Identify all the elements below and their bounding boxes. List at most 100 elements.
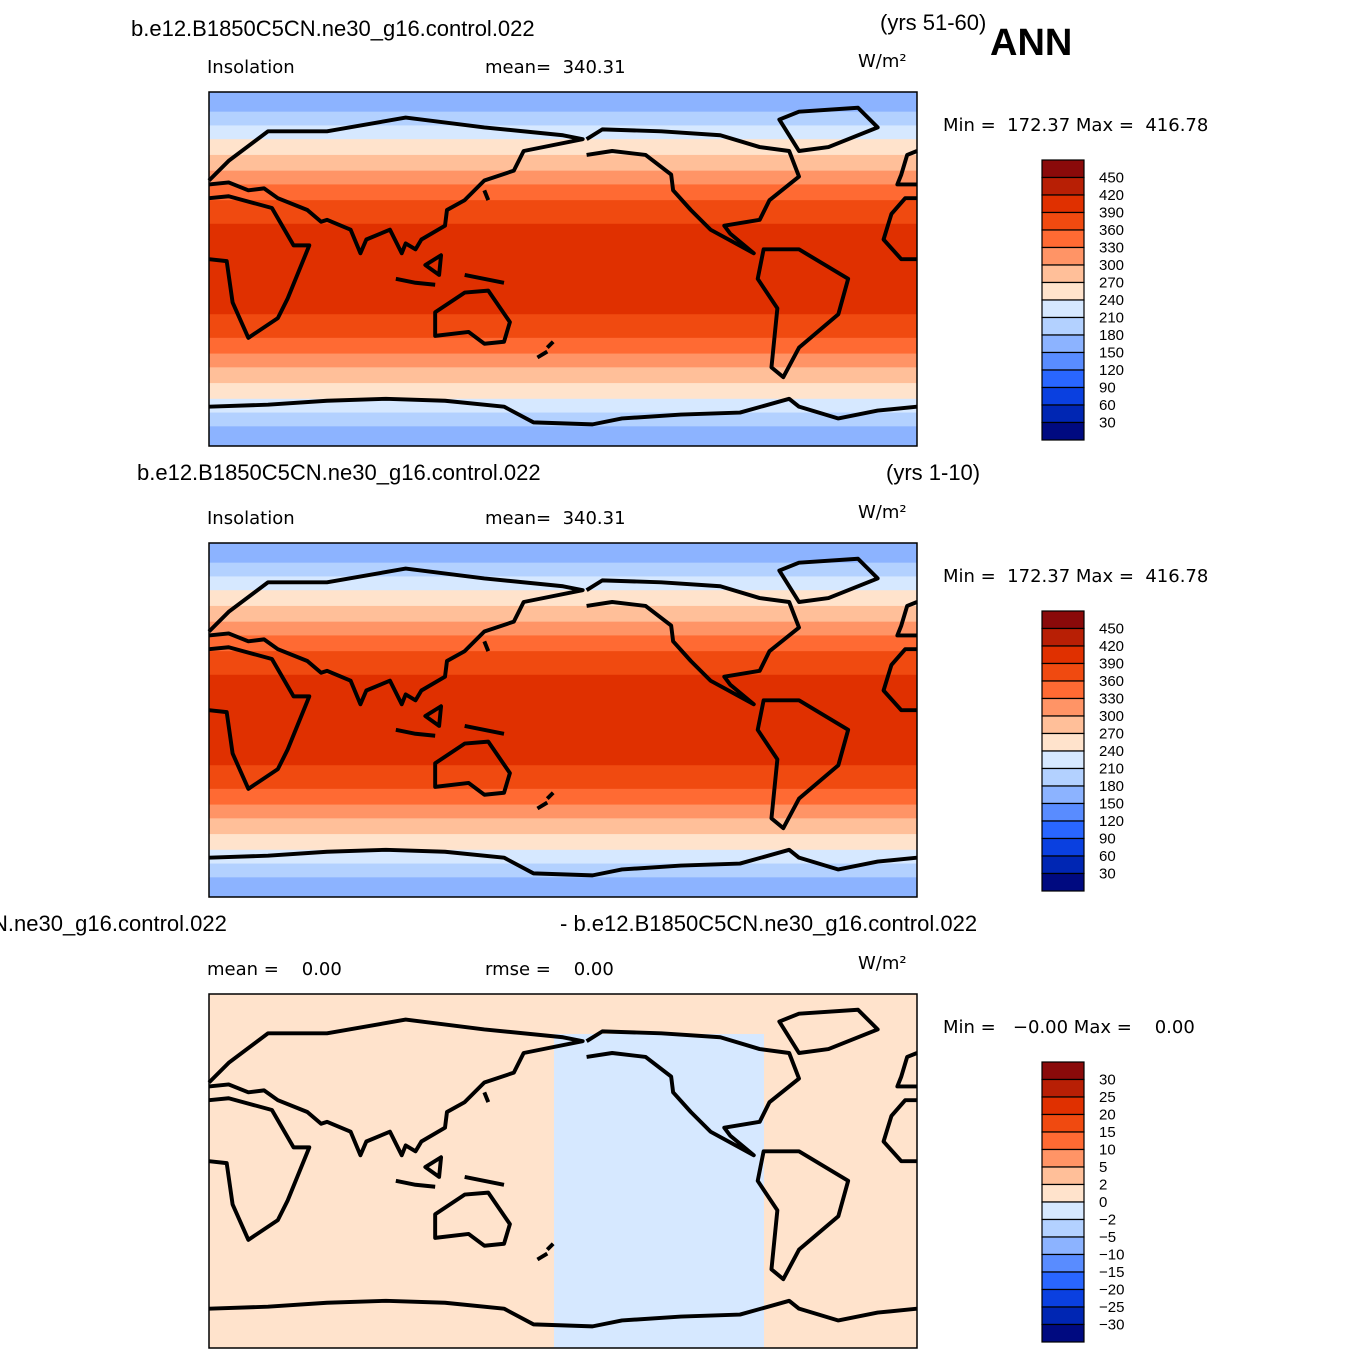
map-band bbox=[209, 125, 917, 140]
map-band bbox=[209, 139, 917, 156]
map-band bbox=[209, 184, 917, 201]
title-left: b.e12.B1850C5CN.ne30_g16.control.022 bbox=[131, 16, 535, 41]
colorbar-label: 60 bbox=[1099, 848, 1116, 865]
colorbar-label: 30 bbox=[1099, 414, 1116, 431]
colorbar-box bbox=[1041, 820, 1085, 840]
title-right: (yrs 51-60) bbox=[880, 10, 986, 35]
colorbar-label: 270 bbox=[1099, 274, 1124, 291]
colorbar-box bbox=[1041, 334, 1085, 354]
colorbar-label: 2 bbox=[1099, 1176, 1107, 1193]
colorbar-box bbox=[1041, 386, 1085, 406]
colorbar-label: 330 bbox=[1099, 239, 1124, 256]
colorbar-box bbox=[1041, 281, 1085, 301]
colorbar-box bbox=[1041, 1131, 1085, 1151]
units: W/m² bbox=[858, 953, 907, 974]
colorbar-label: 300 bbox=[1099, 257, 1124, 274]
colorbar-label: 240 bbox=[1099, 292, 1124, 309]
title-right: - b.e12.B1850C5CN.ne30_g16.control.022 bbox=[560, 911, 977, 936]
colorbar-box bbox=[1041, 802, 1085, 822]
map-region bbox=[554, 1034, 764, 1348]
colorbar-box bbox=[1041, 732, 1085, 752]
colorbar-label: −20 bbox=[1099, 1281, 1124, 1298]
colorbar-box bbox=[1041, 159, 1085, 179]
map-band bbox=[209, 383, 917, 400]
colorbar-box bbox=[1041, 680, 1085, 700]
colorbar-box bbox=[1041, 872, 1085, 892]
colorbar-box bbox=[1041, 1288, 1085, 1308]
colorbar-box bbox=[1041, 750, 1085, 770]
colorbar-label: 60 bbox=[1099, 397, 1116, 414]
colorbar-label: −15 bbox=[1099, 1264, 1124, 1281]
colorbar-label: −2 bbox=[1099, 1211, 1116, 1228]
map-band bbox=[209, 398, 917, 414]
title-right: (yrs 1-10) bbox=[886, 460, 980, 485]
label-left: Insolation bbox=[207, 57, 295, 78]
label-mid: mean= 340.31 bbox=[485, 57, 626, 78]
colorbar-label: 420 bbox=[1099, 638, 1124, 655]
label-mid: rmse = 0.00 bbox=[485, 959, 614, 980]
colorbar-label: 360 bbox=[1099, 673, 1124, 690]
colorbar-box bbox=[1041, 715, 1085, 735]
colorbar-label: 150 bbox=[1099, 344, 1124, 361]
colorbar-box bbox=[1041, 645, 1085, 665]
colorbar-box bbox=[1041, 299, 1085, 319]
map-frame bbox=[208, 993, 918, 1349]
colorbar-label: 450 bbox=[1099, 169, 1124, 186]
map-band bbox=[209, 543, 917, 564]
map bbox=[207, 993, 919, 1349]
colorbar-label: −30 bbox=[1099, 1316, 1124, 1333]
colorbar-label: 120 bbox=[1099, 813, 1124, 830]
map-band bbox=[209, 170, 917, 185]
colorbar-box bbox=[1041, 1113, 1085, 1133]
colorbar-label: 5 bbox=[1099, 1159, 1107, 1176]
units: W/m² bbox=[858, 502, 907, 523]
colorbar-box bbox=[1041, 1061, 1085, 1081]
colorbar-label: 90 bbox=[1099, 379, 1116, 396]
map-band bbox=[209, 635, 917, 652]
map-band bbox=[209, 154, 917, 172]
season-label: ANN bbox=[990, 22, 1072, 64]
colorbar-box bbox=[1041, 351, 1085, 371]
map bbox=[207, 542, 919, 898]
min-max: Min = −0.00 Max = 0.00 bbox=[943, 1017, 1195, 1038]
map-band bbox=[209, 877, 917, 898]
colorbar-label: 360 bbox=[1099, 222, 1124, 239]
colorbar-label: 0 bbox=[1099, 1194, 1107, 1211]
colorbar-label: 30 bbox=[1099, 1071, 1116, 1088]
colorbar-label: 10 bbox=[1099, 1141, 1116, 1158]
colorbar-label: 390 bbox=[1099, 655, 1124, 672]
min-max: Min = 172.37 Max = 416.78 bbox=[943, 566, 1208, 587]
colorbar-label: 120 bbox=[1099, 362, 1124, 379]
colorbar-box bbox=[1041, 837, 1085, 857]
map-frame bbox=[208, 91, 918, 447]
colorbar-label: −5 bbox=[1099, 1229, 1116, 1246]
map-band bbox=[209, 412, 917, 427]
colorbar-box bbox=[1041, 404, 1085, 424]
colorbar-label: −25 bbox=[1099, 1299, 1124, 1316]
min-max: Min = 172.37 Max = 416.78 bbox=[943, 115, 1208, 136]
units: W/m² bbox=[858, 51, 907, 72]
map-band bbox=[209, 562, 917, 577]
map bbox=[207, 91, 919, 447]
map-band bbox=[209, 314, 917, 339]
colorbar-box bbox=[1041, 1271, 1085, 1291]
colorbar-box bbox=[1041, 1148, 1085, 1168]
colorbar-box bbox=[1041, 1183, 1085, 1203]
colorbar-label: 180 bbox=[1099, 778, 1124, 795]
colorbar-box bbox=[1041, 1323, 1085, 1343]
colorbar-label: 270 bbox=[1099, 725, 1124, 742]
colorbar-box bbox=[1041, 785, 1085, 805]
colorbar-box bbox=[1041, 176, 1085, 196]
colorbar-box bbox=[1041, 1306, 1085, 1326]
colorbar-label: 30 bbox=[1099, 865, 1116, 882]
map-band bbox=[209, 353, 917, 368]
colorbar-box bbox=[1041, 369, 1085, 389]
colorbar-box bbox=[1041, 264, 1085, 284]
map-band bbox=[209, 621, 917, 636]
map-band bbox=[209, 337, 917, 355]
colorbar-label: 90 bbox=[1099, 830, 1116, 847]
colorbar-label: 240 bbox=[1099, 743, 1124, 760]
colorbar-box bbox=[1041, 697, 1085, 717]
map-band bbox=[209, 111, 917, 126]
colorbar-box bbox=[1041, 1166, 1085, 1186]
